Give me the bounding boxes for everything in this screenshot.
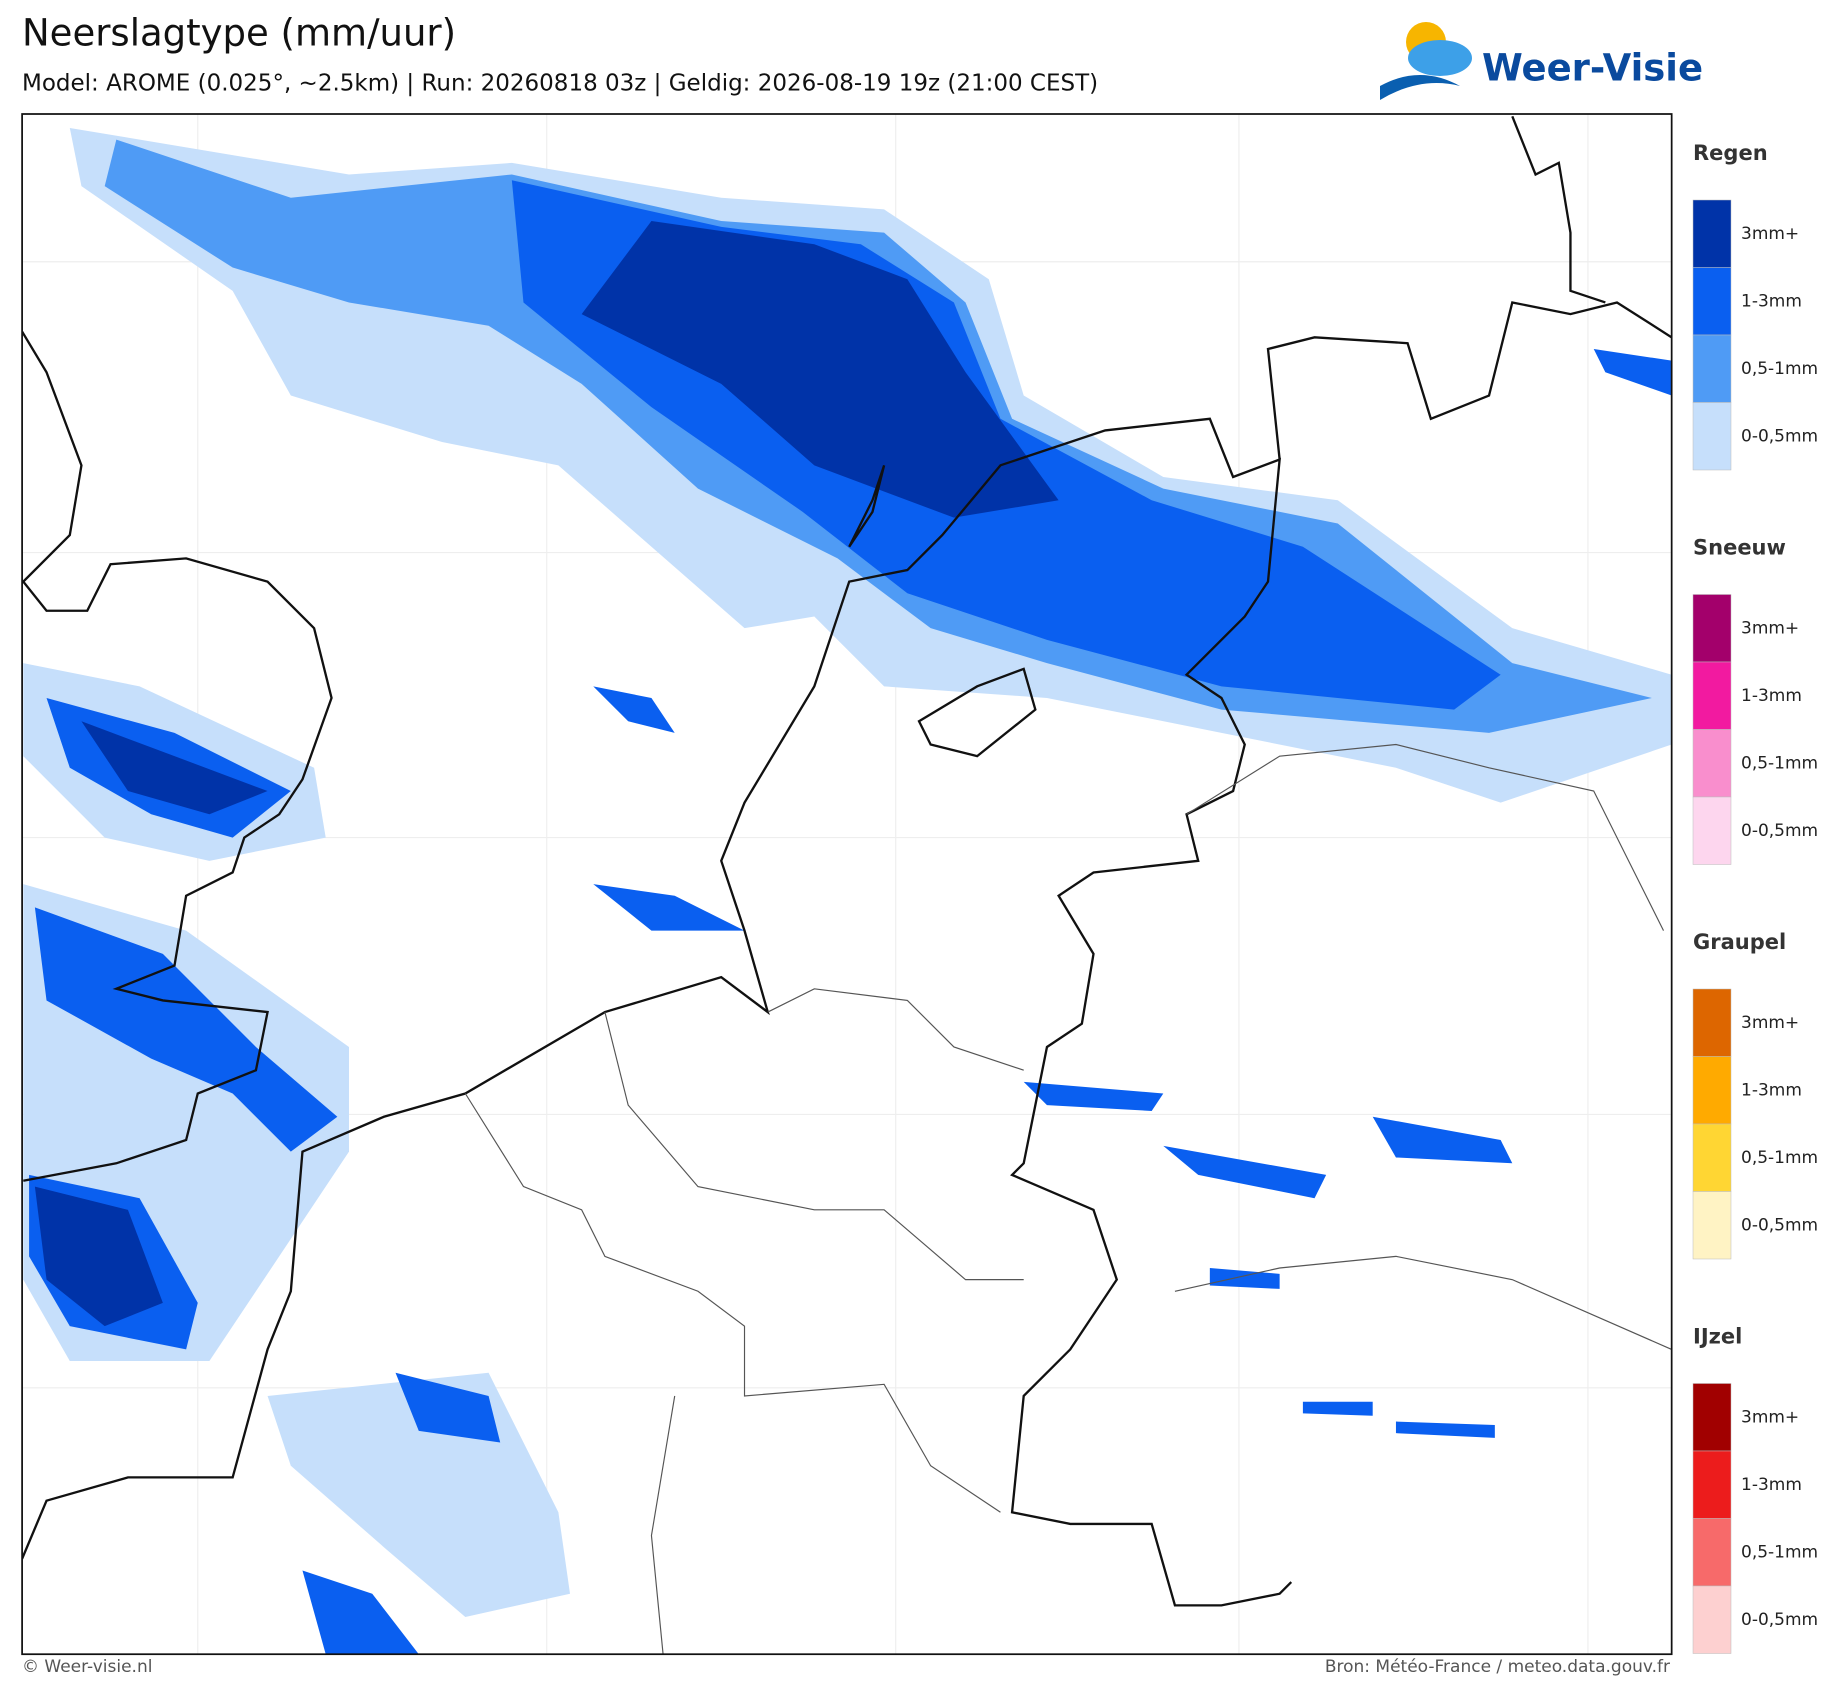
legend-label: 0-0,5mm <box>1741 426 1818 446</box>
legend-swatch <box>1692 729 1732 798</box>
subtitle: Model: AROME (0.025°, ~2.5km) | Run: 202… <box>22 71 1098 97</box>
legend-label: 1-3mm <box>1741 1080 1802 1100</box>
legend-label: 0,5-1mm <box>1741 753 1818 773</box>
legend-label: 1-3mm <box>1741 291 1802 311</box>
footer-right: Bron: Météo-France / meteo.data.gouv.fr <box>1325 1657 1670 1677</box>
title: Neerslagtype (mm/uur) <box>22 12 456 55</box>
legend-swatch <box>1692 594 1732 663</box>
legend-label: 0,5-1mm <box>1741 359 1818 379</box>
legend-label: 0-0,5mm <box>1741 1215 1818 1235</box>
legend-label: 3mm+ <box>1741 618 1799 638</box>
legend-swatch <box>1692 1383 1732 1452</box>
legend-swatch <box>1692 199 1732 268</box>
legend-swatch <box>1692 402 1732 471</box>
legend-title: IJzel <box>1693 1325 1742 1349</box>
legend-label: 0-0,5mm <box>1741 821 1818 841</box>
footer-left: © Weer-visie.nl <box>22 1657 152 1677</box>
legend-swatch <box>1692 1123 1732 1192</box>
legend-swatch <box>1692 1450 1732 1519</box>
legend-title: Regen <box>1693 141 1768 165</box>
legend-swatch <box>1692 1056 1732 1125</box>
legend-swatch <box>1692 334 1732 403</box>
legend-label: 3mm+ <box>1741 1407 1799 1427</box>
legend-swatch <box>1692 796 1732 865</box>
logo-text: Weer-Visie <box>1482 47 1703 90</box>
logo: Weer-Visie <box>1380 22 1703 100</box>
legend-label: 0,5-1mm <box>1741 1542 1818 1562</box>
legend-swatch <box>1692 988 1732 1057</box>
legend-swatch <box>1692 267 1732 336</box>
legend: Regen 3mm+ 1-3mm 0,5-1mm 0-0,5mm Sneeuw 3mm+ 1-… <box>1692 141 1818 1654</box>
legend-label: 3mm+ <box>1741 224 1799 244</box>
legend-swatch <box>1692 1191 1732 1260</box>
legend-swatch <box>1692 661 1732 730</box>
legend-label: 0,5-1mm <box>1741 1148 1818 1168</box>
map <box>21 113 1673 1656</box>
legend-swatch <box>1692 1585 1732 1654</box>
legend-label: 3mm+ <box>1741 1013 1799 1033</box>
legend-title: Graupel <box>1693 930 1786 954</box>
legend-label: 0-0,5mm <box>1741 1610 1818 1630</box>
legend-label: 1-3mm <box>1741 1475 1802 1495</box>
legend-label: 1-3mm <box>1741 686 1802 706</box>
legend-swatch <box>1692 1518 1732 1587</box>
legend-title: Sneeuw <box>1693 536 1786 560</box>
